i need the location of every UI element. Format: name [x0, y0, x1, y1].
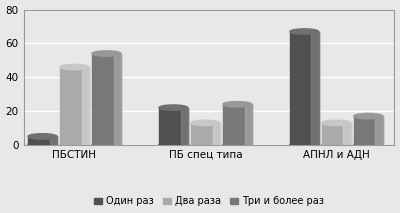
Bar: [354, 116, 383, 145]
Bar: [159, 108, 188, 145]
Bar: [244, 104, 252, 145]
Ellipse shape: [191, 120, 220, 125]
Bar: [50, 136, 57, 145]
Bar: [92, 53, 121, 145]
Ellipse shape: [322, 142, 351, 148]
Ellipse shape: [60, 64, 89, 70]
Ellipse shape: [28, 142, 57, 148]
Ellipse shape: [322, 120, 351, 125]
Ellipse shape: [290, 29, 319, 34]
Legend: Один раз, Два раза, Три и более раз: Один раз, Два раза, Три и более раз: [90, 193, 328, 210]
Bar: [191, 123, 220, 145]
Bar: [212, 123, 220, 145]
Bar: [223, 104, 252, 145]
Ellipse shape: [223, 102, 252, 107]
Bar: [290, 32, 319, 145]
Bar: [114, 53, 121, 145]
Ellipse shape: [92, 51, 121, 56]
Ellipse shape: [159, 105, 188, 110]
Bar: [60, 67, 89, 145]
Ellipse shape: [223, 142, 252, 148]
Ellipse shape: [191, 142, 220, 148]
Ellipse shape: [354, 142, 383, 148]
Ellipse shape: [290, 142, 319, 148]
Bar: [82, 67, 89, 145]
Ellipse shape: [92, 142, 121, 148]
Bar: [376, 116, 383, 145]
Bar: [28, 136, 57, 145]
Ellipse shape: [28, 134, 57, 139]
Ellipse shape: [60, 142, 89, 148]
Bar: [180, 108, 188, 145]
Ellipse shape: [354, 113, 383, 119]
Ellipse shape: [159, 142, 188, 148]
Bar: [344, 123, 351, 145]
Bar: [322, 123, 351, 145]
Bar: [312, 32, 319, 145]
